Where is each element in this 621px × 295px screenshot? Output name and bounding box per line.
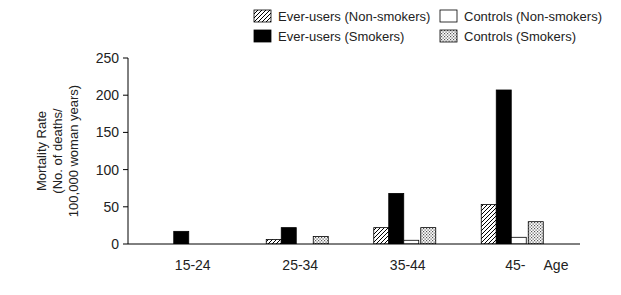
y-axis-label: 100,000 woman years) xyxy=(66,85,81,217)
bar xyxy=(389,193,404,244)
y-tick xyxy=(123,169,128,170)
bar xyxy=(313,237,328,244)
bar xyxy=(404,240,419,244)
bar xyxy=(481,205,496,244)
bar xyxy=(281,228,296,244)
y-tick xyxy=(123,206,128,207)
y-tick-label: 200 xyxy=(96,87,120,103)
y-tick-label: 250 xyxy=(96,50,120,66)
y-tick xyxy=(123,244,128,245)
legend-swatch xyxy=(440,10,457,22)
x-tick-label: 45- xyxy=(505,257,526,273)
legend-label: Ever-users (Smokers) xyxy=(278,29,404,44)
y-tick xyxy=(123,95,128,96)
y-axis-label: Mortality Rate xyxy=(34,111,49,191)
y-tick-label: 50 xyxy=(103,199,119,215)
bar xyxy=(496,90,511,244)
legend-swatch xyxy=(440,30,457,42)
legend-label: Controls (Non-smokers) xyxy=(464,9,602,24)
y-tick-label: 100 xyxy=(96,162,120,178)
bar xyxy=(511,237,526,244)
legend: Ever-users (Non-smokers) Ever-users (Smok… xyxy=(254,9,602,44)
y-axis-line xyxy=(128,58,129,244)
x-axis-label: Age xyxy=(544,257,569,273)
x-tick-label: 15-24 xyxy=(175,257,211,273)
legend-label: Controls (Smokers) xyxy=(464,29,576,44)
bars xyxy=(174,90,544,244)
y-tick xyxy=(123,58,128,59)
bar xyxy=(374,228,389,244)
legend-swatch xyxy=(254,10,271,22)
x-tick-label: 25-34 xyxy=(282,257,318,273)
y-tick-label: 0 xyxy=(111,236,119,252)
bar xyxy=(421,228,436,244)
bar xyxy=(528,222,543,244)
bar xyxy=(266,240,281,244)
legend-swatch xyxy=(254,30,271,42)
legend-label: Ever-users (Non-smokers) xyxy=(278,9,430,24)
chart-container: 0 50 100 150 200 250 15-24 25-34 35-44 45- Age Mort… xyxy=(0,0,621,295)
y-tick xyxy=(123,132,128,133)
bar xyxy=(174,231,189,244)
y-tick-label: 150 xyxy=(96,124,120,140)
chart-svg: 0 50 100 150 200 250 15-24 25-34 35-44 45- Age Mort… xyxy=(0,0,621,295)
y-axis-label: (No. of deaths/ xyxy=(50,108,65,194)
x-tick-label: 35-44 xyxy=(390,257,426,273)
x-axis-line xyxy=(128,244,580,245)
